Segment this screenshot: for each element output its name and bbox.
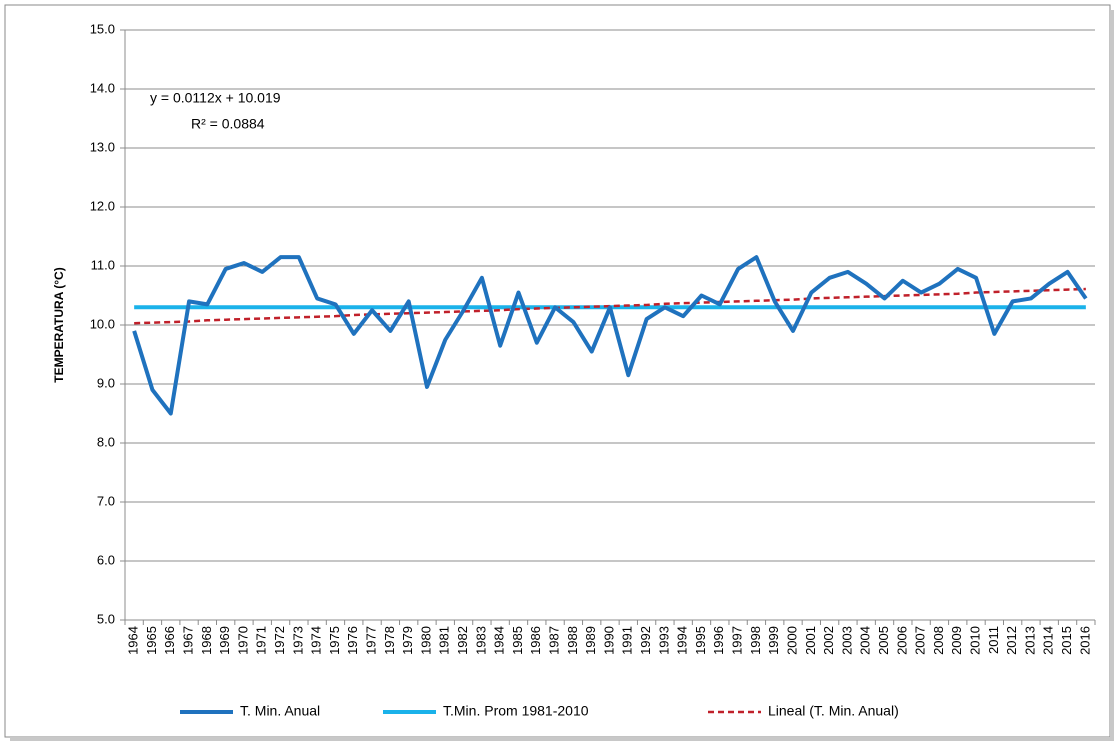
x-tick-label: 1972 bbox=[272, 626, 287, 655]
x-tick-label: 1986 bbox=[528, 626, 543, 655]
legend-label: T. Min. Anual bbox=[240, 703, 320, 719]
x-tick-label: 1997 bbox=[730, 626, 745, 655]
x-tick-label: 2008 bbox=[931, 626, 946, 655]
x-tick-label: 1991 bbox=[620, 626, 635, 655]
frame-shadow bbox=[1110, 10, 1114, 741]
x-tick-label: 2003 bbox=[839, 626, 854, 655]
x-tick-label: 2009 bbox=[949, 626, 964, 655]
y-tick-label: 14.0 bbox=[90, 80, 115, 95]
series-line bbox=[134, 287, 1086, 325]
x-tick-label: 1969 bbox=[217, 626, 232, 655]
x-tick-label: 2002 bbox=[821, 626, 836, 655]
x-tick-label: 2001 bbox=[803, 626, 818, 655]
x-tick-label: 1978 bbox=[382, 626, 397, 655]
annotation: R² = 0.0884 bbox=[191, 116, 265, 132]
x-tick-label: 1985 bbox=[510, 626, 525, 655]
y-tick-label: 5.0 bbox=[97, 611, 115, 626]
x-tick-label: 1987 bbox=[547, 626, 562, 655]
x-tick-label: 1965 bbox=[144, 626, 159, 655]
y-tick-label: 12.0 bbox=[90, 198, 115, 213]
x-tick-label: 1988 bbox=[565, 626, 580, 655]
x-tick-label: 1967 bbox=[180, 626, 195, 655]
y-tick-label: 7.0 bbox=[97, 493, 115, 508]
x-tick-label: 1975 bbox=[327, 626, 342, 655]
legend-label: Lineal (T. Min. Anual) bbox=[768, 703, 899, 719]
y-tick-label: 10.0 bbox=[90, 316, 115, 331]
x-tick-label: 1980 bbox=[418, 626, 433, 655]
x-tick-label: 1973 bbox=[290, 626, 305, 655]
y-tick-label: 13.0 bbox=[90, 139, 115, 154]
x-tick-label: 1981 bbox=[437, 626, 452, 655]
x-tick-label: 1983 bbox=[473, 626, 488, 655]
y-tick-label: 6.0 bbox=[97, 552, 115, 567]
x-tick-label: 2000 bbox=[784, 626, 799, 655]
frame-shadow bbox=[10, 737, 1114, 741]
x-tick-label: 1966 bbox=[162, 626, 177, 655]
x-tick-label: 2011 bbox=[986, 626, 1001, 654]
x-tick-label: 2014 bbox=[1041, 626, 1056, 655]
x-tick-label: 2004 bbox=[858, 626, 873, 655]
x-tick-label: 1999 bbox=[766, 626, 781, 655]
y-tick-label: 11.0 bbox=[91, 257, 115, 272]
x-tick-label: 2013 bbox=[1022, 626, 1037, 655]
x-tick-label: 2010 bbox=[967, 626, 982, 655]
x-tick-label: 1984 bbox=[492, 626, 507, 655]
x-tick-label: 2006 bbox=[894, 626, 909, 655]
x-tick-label: 1989 bbox=[583, 626, 598, 655]
x-tick-label: 1993 bbox=[656, 626, 671, 655]
x-tick-label: 1992 bbox=[638, 626, 653, 655]
x-tick-label: 1964 bbox=[126, 626, 141, 655]
legend-label: T.Min. Prom 1981-2010 bbox=[443, 703, 589, 719]
y-axis-title: TEMPERATURA (°C) bbox=[52, 267, 66, 382]
x-tick-label: 1982 bbox=[455, 626, 470, 655]
y-tick-label: 15.0 bbox=[90, 21, 115, 36]
x-tick-label: 1970 bbox=[235, 626, 250, 655]
x-tick-label: 1996 bbox=[711, 626, 726, 655]
x-tick-label: 1977 bbox=[364, 626, 379, 655]
y-tick-label: 9.0 bbox=[97, 375, 115, 390]
annotation: y = 0.0112x + 10.019 bbox=[150, 90, 281, 106]
x-tick-label: 1995 bbox=[693, 626, 708, 655]
series-line bbox=[132, 255, 1088, 416]
x-tick-label: 2007 bbox=[913, 626, 928, 655]
x-tick-label: 1994 bbox=[675, 626, 690, 655]
y-tick-label: 8.0 bbox=[97, 434, 115, 449]
x-tick-label: 1971 bbox=[254, 626, 269, 655]
x-tick-label: 2012 bbox=[1004, 626, 1019, 655]
x-tick-label: 1998 bbox=[748, 626, 763, 655]
x-tick-label: 2016 bbox=[1077, 626, 1092, 655]
x-tick-label: 1974 bbox=[309, 626, 324, 655]
x-tick-label: 1976 bbox=[345, 626, 360, 655]
x-tick-label: 1968 bbox=[199, 626, 214, 655]
chart-frame bbox=[4, 4, 1111, 738]
x-tick-label: 1979 bbox=[400, 626, 415, 655]
x-tick-label: 2015 bbox=[1059, 626, 1074, 655]
x-tick-label: 2005 bbox=[876, 626, 891, 655]
x-tick-label: 1990 bbox=[601, 626, 616, 655]
